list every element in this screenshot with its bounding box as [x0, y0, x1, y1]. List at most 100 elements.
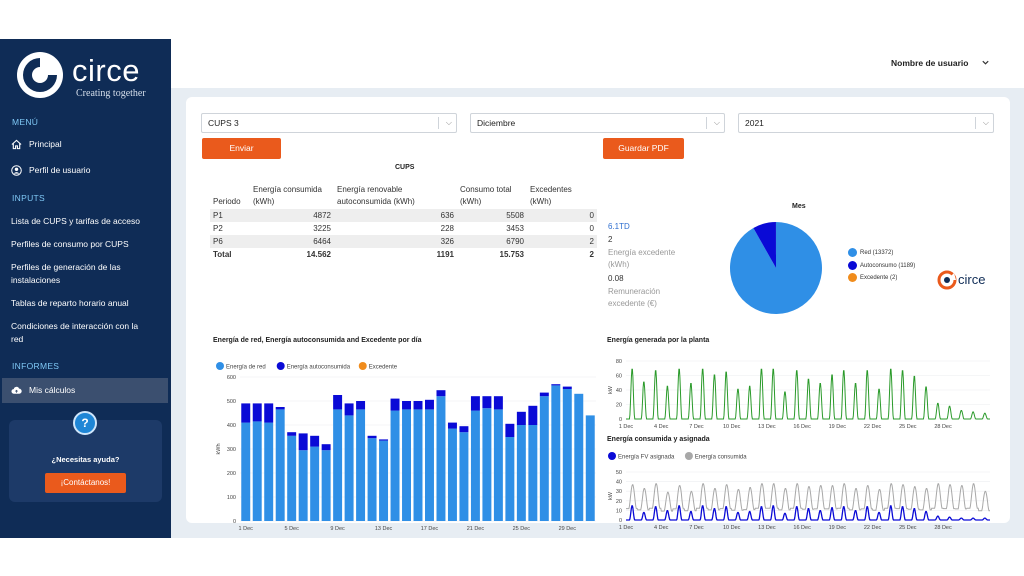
sidebar-item-grid-conditions[interactable]: Condiciones de interacción con la red	[2, 320, 152, 346]
tariff-code: 6.1TD	[608, 222, 630, 231]
bar-segment	[505, 423, 515, 437]
table-cell: 14.562	[306, 250, 331, 259]
menu-section-title: MENÚ	[12, 117, 39, 127]
bar-segment	[367, 435, 377, 439]
cloud-calc-icon	[11, 386, 22, 394]
legend-label: Energía consumida	[695, 455, 747, 461]
column-header: Energía renovable autoconsumida (kWh)	[337, 185, 415, 206]
y-axis-label: kW	[608, 385, 614, 394]
bar-segment	[470, 410, 480, 521]
circe-logo-icon	[937, 270, 957, 290]
app-window: circe Creating together MENÚ Principal P…	[0, 39, 1024, 538]
x-tick-label: 13 Dec	[375, 526, 393, 532]
save-pdf-button[interactable]: Guardar PDF	[603, 138, 684, 159]
brand-logo[interactable]: circe Creating together	[14, 45, 164, 101]
x-tick-label: 28 Dec	[934, 525, 952, 531]
bar-segment	[436, 390, 446, 397]
sidebar-item-cups-list[interactable]: Lista de CUPS y tarifas de acceso	[2, 215, 168, 228]
sidebar-item-generation-profiles[interactable]: Perfiles de generación de las instalacio…	[2, 261, 152, 287]
x-tick-label: 4 Dec	[654, 525, 669, 531]
user-icon	[11, 165, 22, 176]
x-tick-label: 9 Dec	[330, 526, 345, 532]
sidebar-item-label: Perfil de usuario	[29, 165, 91, 175]
legend-swatch	[216, 362, 224, 370]
bar-segment	[356, 401, 366, 410]
legend-item: Red (13372)	[848, 248, 893, 257]
cups-select[interactable]: CUPS 3 ⌵	[201, 113, 457, 133]
bar-segment	[493, 396, 503, 410]
column-header: Consumo total (kWh)	[460, 185, 512, 206]
bar-segment	[493, 409, 503, 521]
bar-segment	[516, 411, 526, 425]
bar-segment	[459, 432, 469, 521]
x-tick-label: 25 Dec	[513, 526, 531, 532]
assigned-line-chart: Energía FV asignada Energía consumida 0 10 2…	[608, 452, 990, 531]
x-tick-label: 25 Dec	[899, 424, 917, 430]
chevron-down-icon[interactable]	[981, 58, 990, 67]
pie-chart	[730, 222, 822, 314]
chevron-down-icon: ⌵	[713, 118, 720, 127]
x-tick-label: 19 Dec	[829, 424, 847, 430]
table-cell: 15.753	[499, 250, 524, 259]
bar-segment	[264, 403, 274, 423]
tariff-code-value: 2	[608, 235, 613, 244]
bar-segment	[367, 438, 377, 521]
y-tick-label: 300	[227, 447, 236, 453]
bar-segment	[321, 450, 331, 521]
chevron-down-icon: ⌵	[982, 118, 989, 127]
remuneration-label: Remuneración excedente (€)	[608, 287, 661, 308]
user-menu-label[interactable]: Nombre de usuario	[891, 58, 969, 68]
table-cell: 0	[589, 224, 594, 233]
bar-segment	[344, 403, 354, 416]
y-tick-label: 100	[227, 495, 236, 501]
x-tick-label: 22 Dec	[864, 424, 882, 430]
sidebar-item-perfil[interactable]: Perfil de usuario	[2, 164, 168, 177]
year-select[interactable]: 2021 ⌵	[738, 113, 994, 133]
table-cell: P1	[210, 209, 250, 222]
year-select-value: 2021	[745, 118, 764, 128]
circe-logo-icon	[17, 52, 63, 98]
pie-slice	[753, 222, 776, 268]
sidebar-item-principal[interactable]: Principal	[2, 138, 168, 151]
table-row: Total 14.562 1191 15.753 2	[210, 248, 597, 261]
bar-segment	[425, 409, 434, 521]
sidebar-item-label: Tablas de reparto horario anual	[11, 298, 129, 308]
y-axis-label: kW	[608, 491, 614, 500]
table-cell: 1191	[436, 250, 454, 259]
table-cell: 4872	[250, 209, 334, 222]
bar-segment	[551, 384, 561, 386]
sidebar-item-hourly-tables[interactable]: Tablas de reparto horario anual	[2, 297, 168, 310]
sidebar-item-mis-calculos[interactable]: Mis cálculos	[2, 378, 168, 403]
table-cell: 3453	[506, 224, 524, 233]
sidebar-item-label: Condiciones de interacción con la red	[11, 321, 139, 344]
table-cell: 6464	[250, 235, 334, 248]
sidebar-item-label: Perfiles de consumo por CUPS	[11, 239, 129, 249]
x-tick-label: 19 Dec	[829, 525, 847, 531]
plant-chart-title: Energía generada por la planta	[607, 337, 710, 344]
bar-segment	[264, 422, 274, 521]
inputs-section-title: INPUTS	[12, 193, 45, 203]
month-select[interactable]: Diciembre ⌵	[470, 113, 725, 133]
y-tick-label: 0	[619, 417, 622, 423]
sidebar-item-label: Lista de CUPS y tarifas de acceso	[11, 216, 140, 226]
x-tick-label: 17 Dec	[421, 526, 439, 532]
legend-label: Excedente	[369, 365, 398, 371]
table-cell: Total	[213, 250, 232, 259]
cups-table: Periodo Energía consumida (kWh) Energía …	[210, 183, 597, 261]
y-tick-label: 40	[616, 480, 622, 486]
sidebar-item-label: Mis cálculos	[29, 385, 76, 395]
y-tick-label: 60	[616, 374, 622, 380]
surplus-label: Energía excedente (kWh)	[608, 248, 676, 269]
bar-segment	[459, 426, 469, 433]
sidebar-item-consumption-profiles[interactable]: Perfiles de consumo por CUPS	[2, 238, 168, 251]
sidebar-item-label: Perfiles de generación de las instalacio…	[11, 262, 121, 285]
series-line	[626, 368, 990, 420]
main-card: CUPS 3 ⌵ Diciembre ⌵ 2021 ⌵ Enviar Guardar …	[186, 97, 1010, 532]
bar-segment	[298, 450, 308, 521]
circe-watermark-logo: circe	[937, 270, 993, 292]
plant-line-chart: 0 20 40 60 80 kW 1 Dec 4 Dec 7 Dec 10 Dec 13 Dec 16…	[608, 359, 990, 430]
send-button[interactable]: Enviar	[202, 138, 281, 159]
sidebar-item-label: Principal	[29, 139, 62, 149]
legend-item: Excedente (2)	[848, 273, 897, 282]
contact-button[interactable]: ¡Contáctanos!	[45, 473, 126, 493]
